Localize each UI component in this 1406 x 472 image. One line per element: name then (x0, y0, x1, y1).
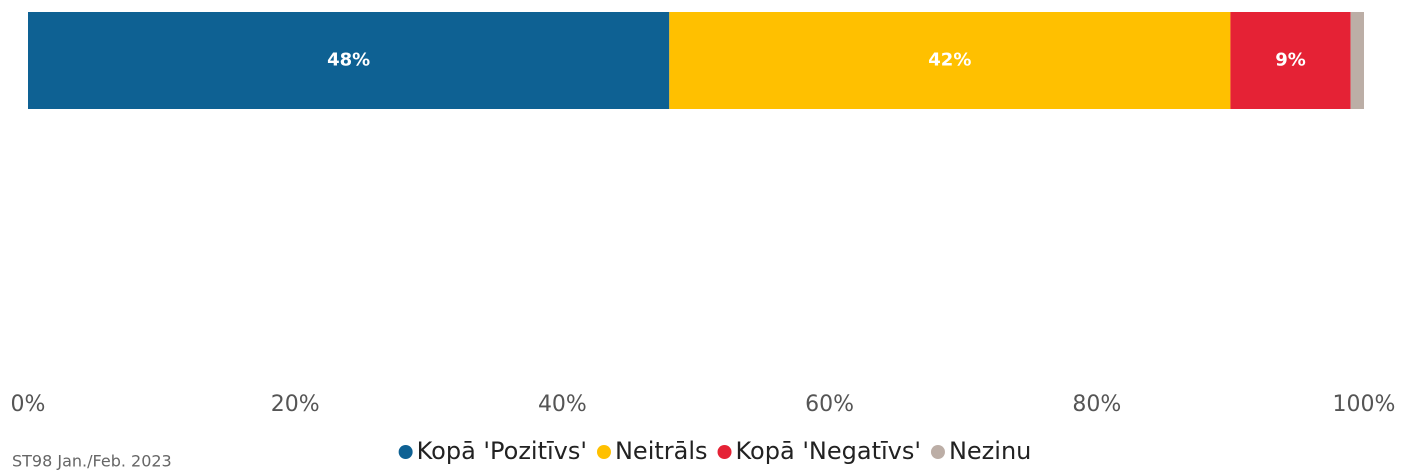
x-tick-label: 20% (271, 392, 320, 417)
data-label: 48% (327, 50, 370, 71)
source-note: ST98 Jan./Feb. 2023 (12, 452, 172, 471)
x-tick-label: 0% (11, 392, 46, 417)
bar-segment (28, 12, 670, 109)
legend-label: Kopā 'Negatīvs' (736, 437, 921, 465)
x-tick-label: 40% (538, 392, 587, 417)
legend-marker (717, 445, 732, 459)
legend-label: Nezinu (949, 437, 1031, 465)
bar-segment (1230, 12, 1351, 109)
data-label: 42% (928, 50, 971, 71)
legend-label: Kopā 'Pozitīvs' (417, 437, 587, 465)
legend-marker (398, 445, 413, 459)
legend-marker (596, 445, 611, 459)
bar-segment (1350, 12, 1364, 109)
data-label: 9% (1275, 50, 1306, 71)
legend-marker (930, 445, 945, 459)
x-tick-label: 80% (1072, 392, 1121, 417)
x-tick-label: 60% (805, 392, 854, 417)
bar-segment (669, 12, 1231, 109)
x-tick-label: 100% (1333, 392, 1396, 417)
legend-label: Neitrāls (615, 437, 708, 465)
